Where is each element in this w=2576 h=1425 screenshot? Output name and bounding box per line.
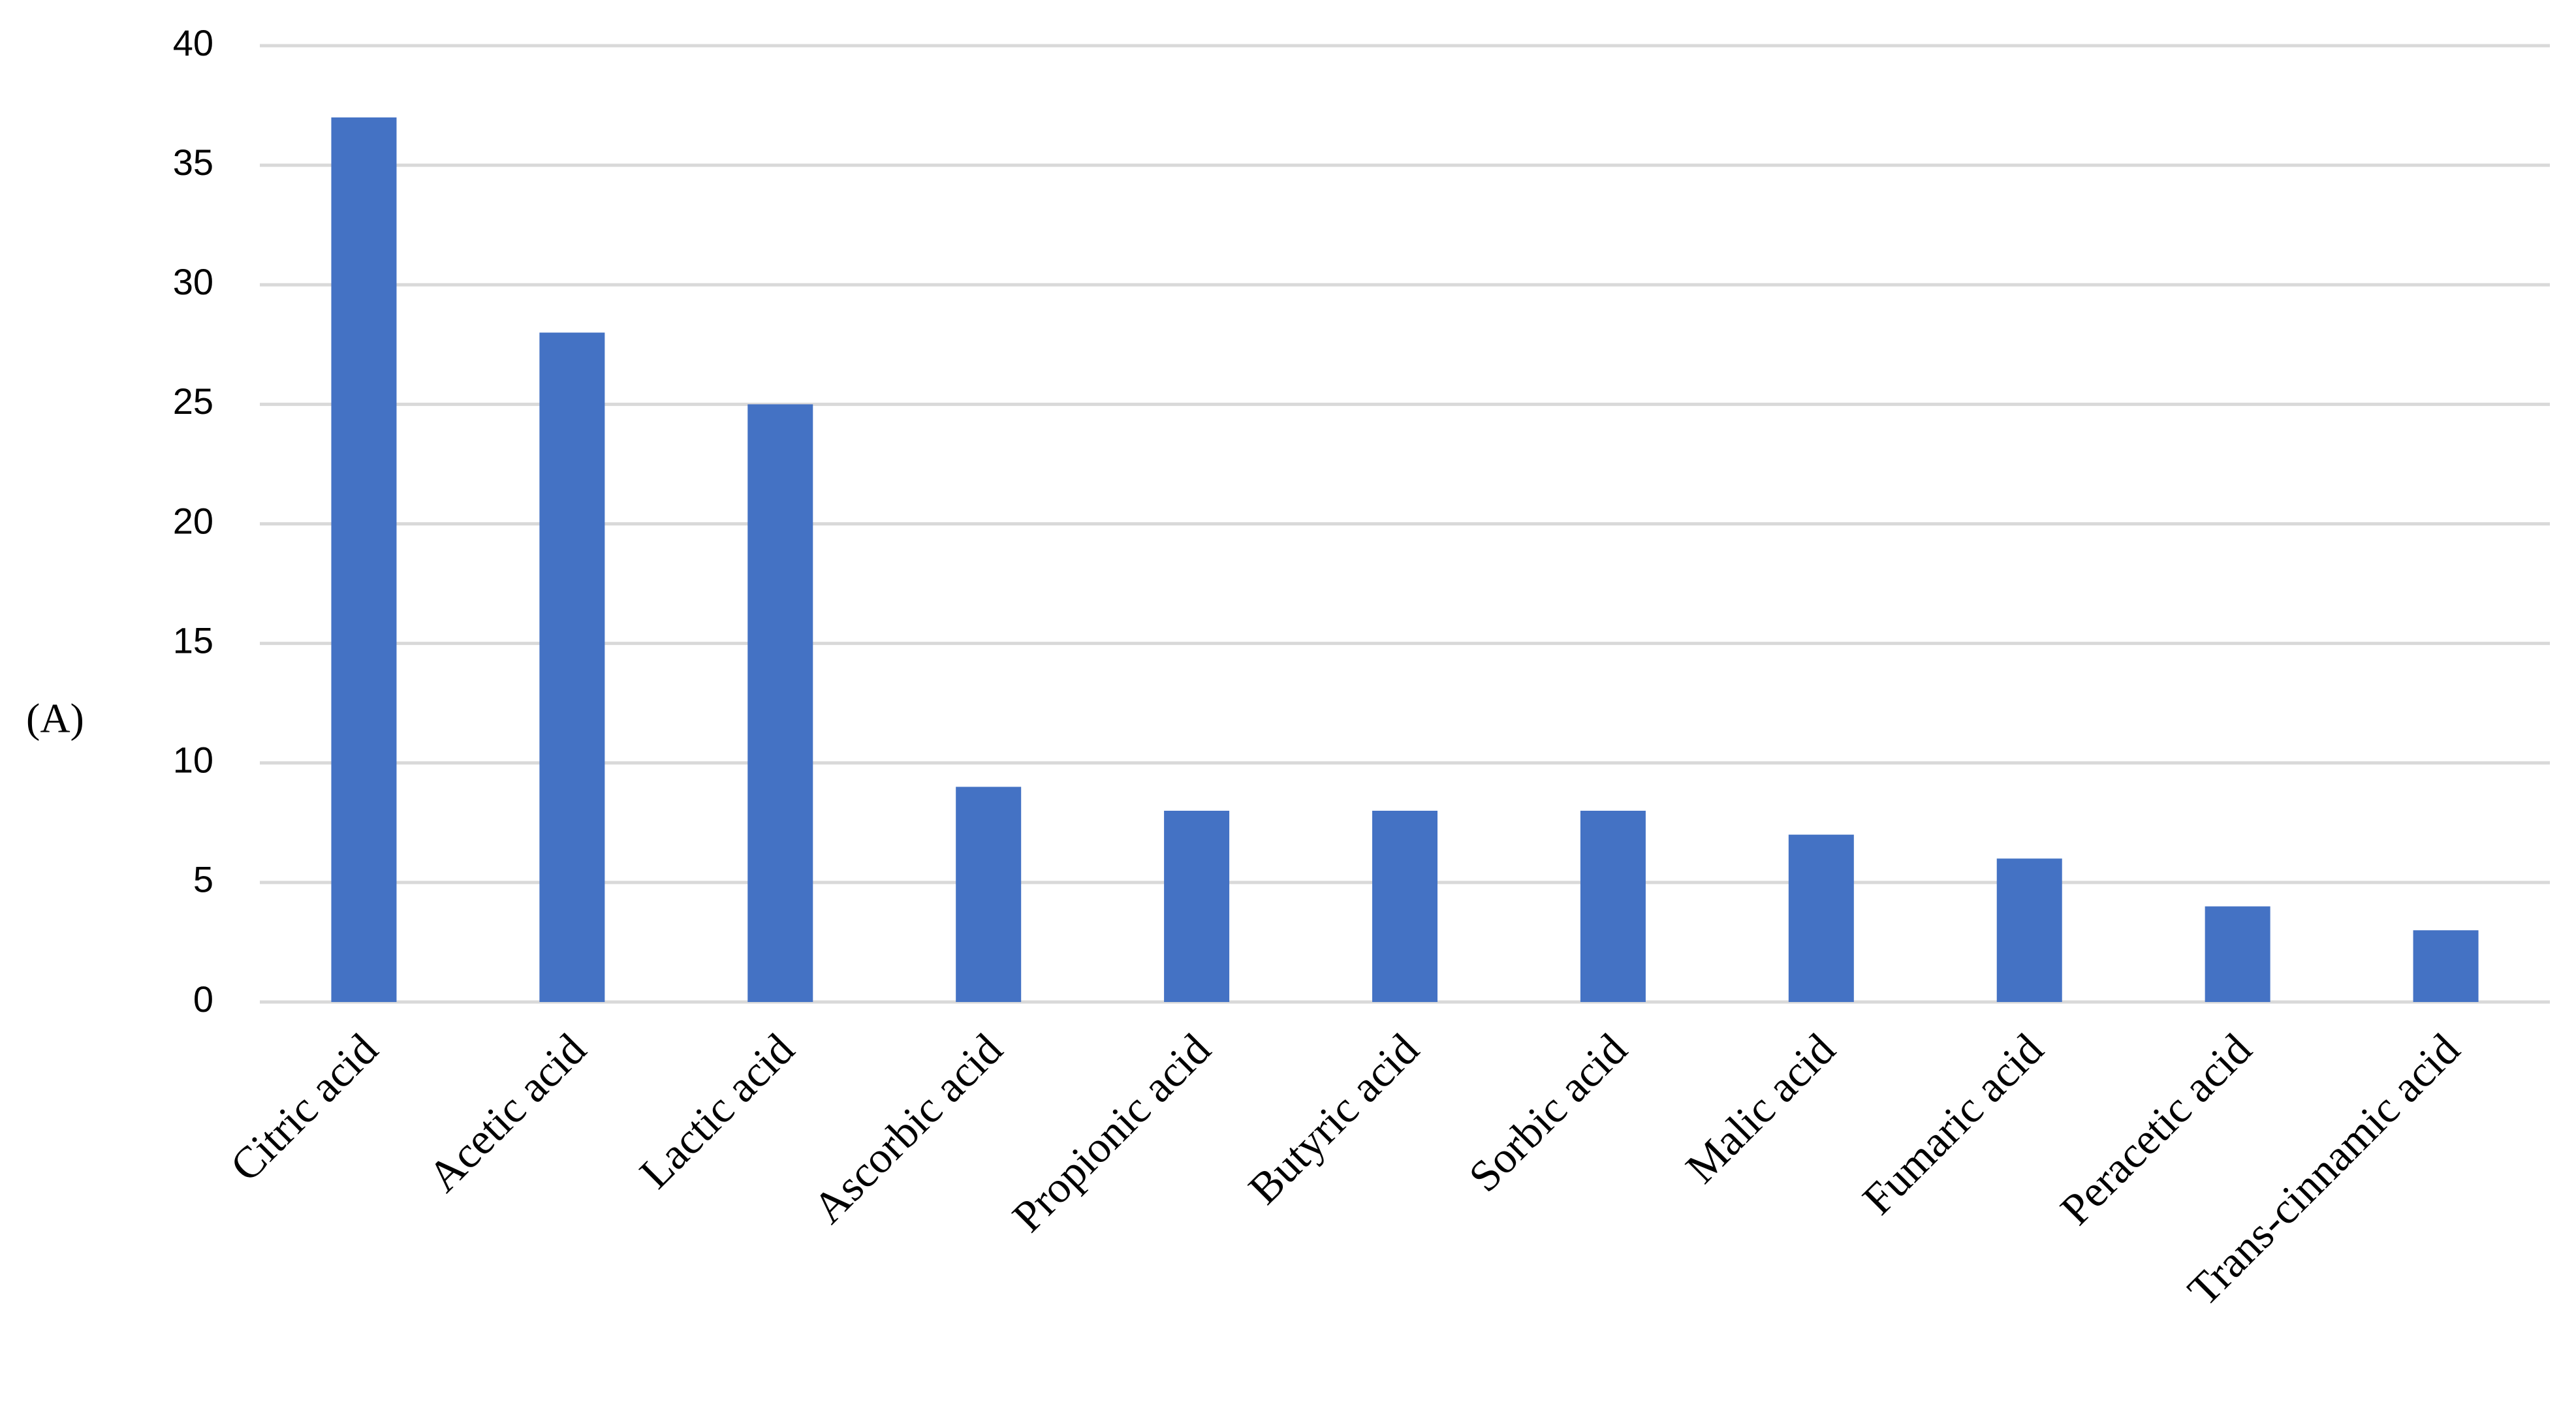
x-tick-label: Ascorbic acid — [803, 1024, 1011, 1232]
bar — [2205, 906, 2270, 1002]
y-tick-label: 40 — [173, 22, 213, 63]
x-tick-label: Butyric acid — [1239, 1024, 1428, 1214]
y-tick-label: 15 — [173, 619, 213, 661]
bar — [1580, 811, 1646, 1002]
y-tick-label: 25 — [173, 381, 213, 422]
y-tick-label: 30 — [173, 261, 213, 302]
bar — [1788, 834, 1854, 1002]
x-tick-label: Propionic acid — [1003, 1024, 1220, 1242]
bar — [1372, 811, 1437, 1002]
bar — [331, 117, 397, 1002]
bar — [539, 332, 605, 1002]
x-tick-label: Fumaric acid — [1853, 1024, 2052, 1224]
y-tick-label: 5 — [193, 859, 213, 900]
x-tick-label: Lactic acid — [630, 1024, 804, 1198]
bar — [747, 404, 813, 1002]
x-tick-label: Malic acid — [1676, 1024, 1844, 1193]
bar — [2413, 930, 2479, 1002]
y-tick-label: 10 — [173, 740, 213, 781]
y-tick-label: 20 — [173, 500, 213, 541]
y-tick-label: 0 — [193, 979, 213, 1020]
x-tick-label: Citric acid — [221, 1024, 387, 1191]
y-tick-label: 35 — [173, 142, 213, 183]
x-tick-label: Acetic acid — [418, 1024, 595, 1201]
bar — [1164, 811, 1230, 1002]
x-tick-label: Peracetic acid — [2050, 1024, 2261, 1234]
panel-label: (A) — [26, 695, 84, 742]
x-tick-label: Sorbic acid — [1459, 1024, 1636, 1201]
bar — [1996, 858, 2062, 1002]
bar — [956, 787, 1022, 1002]
